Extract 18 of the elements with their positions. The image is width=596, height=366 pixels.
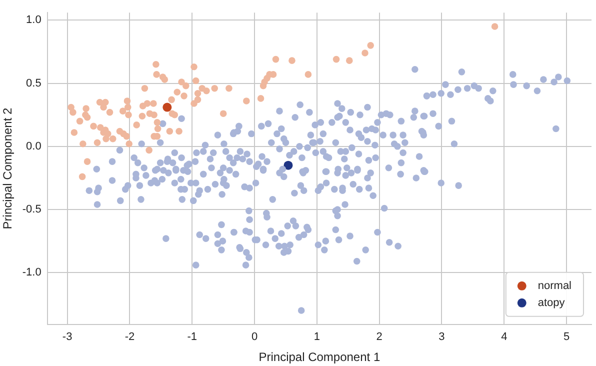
x-tick-label: -2	[124, 331, 135, 344]
x-tick-label: 4	[501, 331, 508, 344]
x-tick-label: -3	[62, 331, 72, 344]
x-axis-title: Principal Component 1	[258, 350, 380, 364]
x-tick-label: 3	[438, 331, 445, 344]
x-tick-label: 5	[563, 331, 570, 344]
y-tick-label: -1.0	[22, 266, 42, 279]
x-tick-label: -1	[187, 331, 198, 344]
x-tick-label: 1	[314, 331, 320, 344]
y-tick-label: 0.5	[26, 77, 42, 90]
y-axis-title: Principal Component 2	[0, 107, 15, 230]
y-tick-label: -0.5	[22, 204, 42, 216]
x-tick-label: 2	[376, 331, 382, 344]
legend-label: atopy	[538, 296, 566, 309]
y-tick-label: 1.0	[26, 14, 42, 26]
x-tick-label: 0	[251, 331, 258, 344]
y-tick-label: 0.0	[26, 140, 42, 152]
legend-label: normal	[538, 280, 572, 292]
